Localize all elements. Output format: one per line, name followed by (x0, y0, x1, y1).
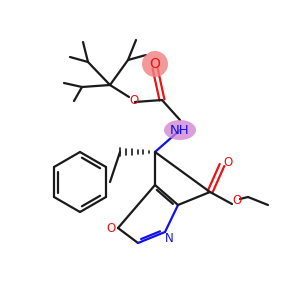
Text: N: N (165, 232, 173, 244)
Ellipse shape (164, 120, 196, 140)
Circle shape (142, 51, 168, 77)
Text: O: O (150, 57, 160, 71)
Text: O: O (224, 155, 232, 169)
Text: O: O (106, 223, 116, 236)
Text: O: O (129, 94, 139, 107)
Text: O: O (232, 194, 242, 208)
Text: NH: NH (170, 124, 190, 136)
